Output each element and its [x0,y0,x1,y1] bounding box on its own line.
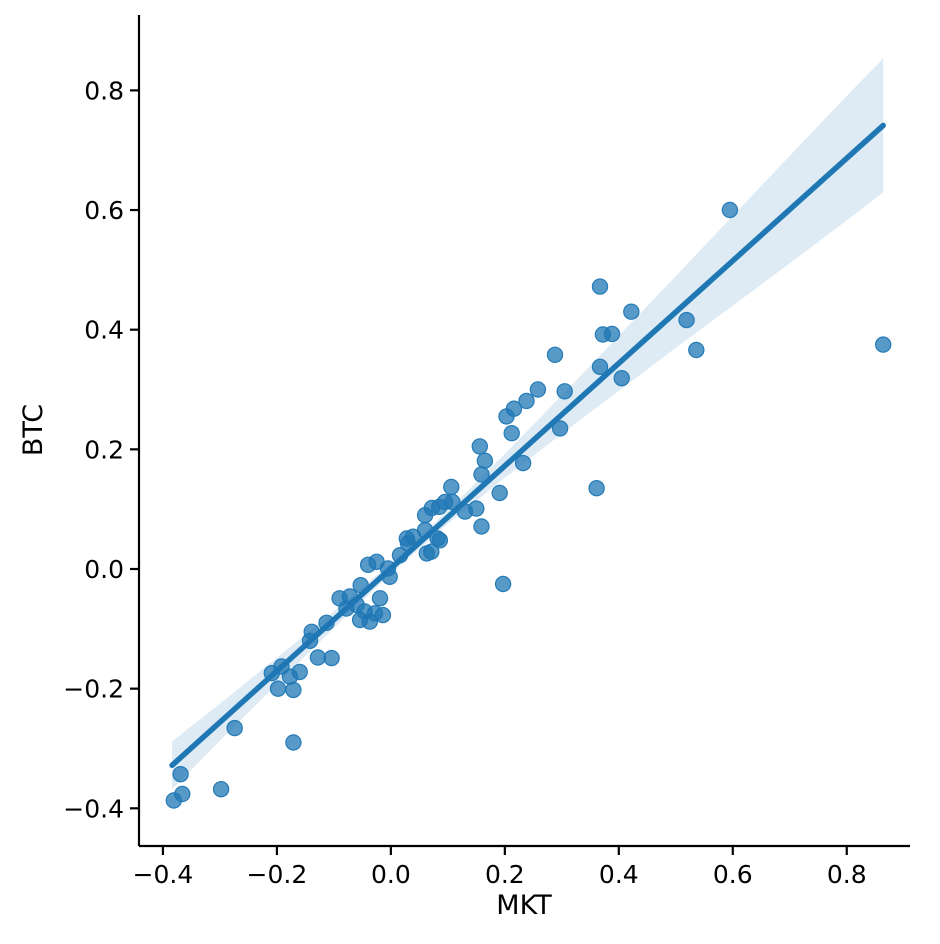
x-tick-label: 0.4 [599,860,639,889]
scatter-point [546,346,564,363]
scatter-point [303,623,320,641]
scatter-point [518,392,535,410]
scatter-point [591,278,609,295]
scatter-point [613,370,630,387]
y-tick-label: 0.0 [84,555,124,584]
axes-group: −0.4 −0.2 0.0 0.2 0.4 0.6 0.8 −0.4 −0.2 0.0 0.2 0.4… [63,15,910,889]
scatter-point [309,649,327,666]
y-tick-label: 0.4 [84,316,124,345]
scatter-point [269,680,287,697]
y-axis-label: BTC [18,404,49,456]
scatter-point [688,341,705,359]
scatter-point [468,500,485,517]
scatter-point [444,493,461,511]
scatter-point [473,518,490,535]
scatter-point [476,452,494,469]
scatter-point [721,201,739,219]
scatter-point [494,575,512,593]
scatter-point [471,438,488,455]
scatter-point [291,663,308,681]
confidence-band [172,58,884,790]
scatter-point [443,478,460,496]
y-tick-label: 0.8 [84,76,124,105]
scatter-point [318,614,335,632]
scatter-point [505,400,523,417]
y-tick-label: −0.2 [63,675,124,704]
confidence-band-group [172,58,884,790]
scatter-point [352,577,369,594]
scatter-point [285,681,302,699]
scatter-point [491,484,508,502]
regression-line-group [169,122,886,769]
scatter-point [172,766,189,783]
scatter-point [212,781,230,798]
scatter-point [391,547,409,564]
regression-line [169,122,886,769]
x-tick-label: 0.2 [485,860,525,889]
x-tick-label: −0.4 [133,860,194,889]
scatter-point [431,532,449,549]
scatter-point [371,590,389,607]
y-tick-label: 0.6 [84,196,124,225]
scatter-point [226,719,243,737]
scatter-point [551,420,569,437]
scatter-point [473,466,490,483]
x-tick-label: 0.6 [713,860,753,889]
y-tick-label: 0.2 [84,435,124,464]
scatter-point [875,336,892,353]
scatter-point [623,303,640,320]
scatter-point [374,606,392,624]
x-axis-label: MKT [496,890,552,921]
scatter-point [423,543,440,560]
scatter-point [323,649,340,667]
x-tick-label: −0.2 [247,860,308,889]
scatter-point [556,383,573,400]
scatter-point [588,480,605,497]
x-tick-label: 0.8 [827,860,867,889]
scatter-point [174,785,191,803]
y-tick-label: −0.4 [63,794,124,823]
scatter-point [381,568,398,586]
scatter-point [285,734,302,751]
scatter-points-group [165,201,892,809]
scatter-point [529,381,547,398]
scatter-point [514,454,532,472]
scatter-point [603,325,621,343]
x-tick-label: 0.0 [371,860,411,889]
scatter-point [503,425,520,442]
scatter-point [678,311,695,329]
scatter-point [591,358,609,375]
